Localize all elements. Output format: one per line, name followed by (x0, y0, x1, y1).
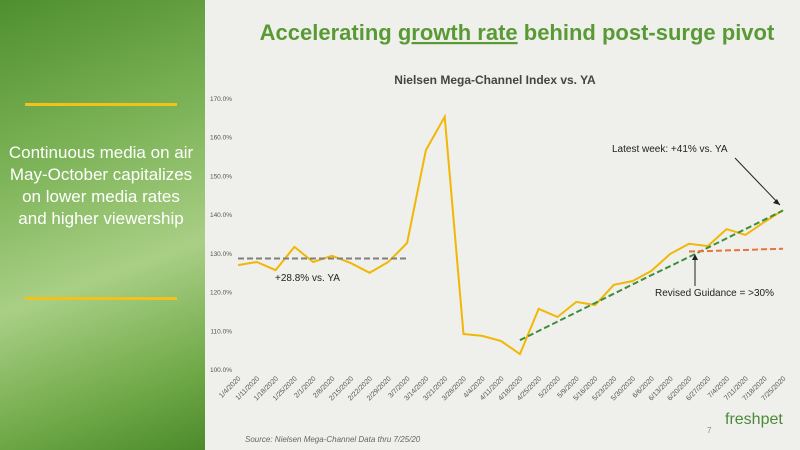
arrowhead (692, 254, 698, 260)
y-tick-label: 120.0% (210, 290, 232, 297)
title-part: growth rate (398, 20, 518, 45)
chart-title: Nielsen Mega-Channel Index vs. YA (394, 73, 596, 87)
annotation: +28.8% vs. YA (275, 273, 340, 284)
arrowhead (773, 199, 780, 205)
annotation: Revised Guidance = >30% (655, 288, 774, 299)
annotation: Latest week: +41% vs. YA (612, 144, 728, 155)
title-part: Accelerating (260, 20, 398, 45)
y-tick-label: 170.0% (210, 96, 232, 103)
logo: freshpet (725, 411, 783, 428)
arrow (734, 157, 781, 206)
series-line (519, 209, 784, 342)
chart: Accelerating growth rate behind post-sur… (205, 0, 800, 450)
y-tick-label: 160.0% (210, 135, 232, 142)
source: Source: Nielsen Mega-Channel Data thru 7… (245, 435, 421, 444)
y-tick-label: 150.0% (210, 173, 232, 180)
y-tick-label: 110.0% (210, 328, 232, 335)
divider (25, 103, 177, 106)
title-part: behind post-surge pivot (518, 20, 775, 45)
slide-title: Accelerating growth rate behind post-sur… (260, 20, 775, 45)
y-tick-label: 140.0% (210, 212, 232, 219)
sidebar: Continuous media on air May-October capi… (0, 0, 205, 450)
series-line (688, 247, 784, 253)
series-line (237, 113, 784, 356)
y-tick-label: 100.0% (210, 367, 232, 374)
page-number: 7 (707, 426, 712, 435)
annotations: +28.8% vs. YA Latest week: +41% vs. YA R… (275, 144, 781, 299)
y-tick-label: 130.0% (210, 251, 232, 258)
divider (25, 297, 177, 300)
sidebar-text: Continuous media on air May-October capi… (8, 143, 194, 228)
